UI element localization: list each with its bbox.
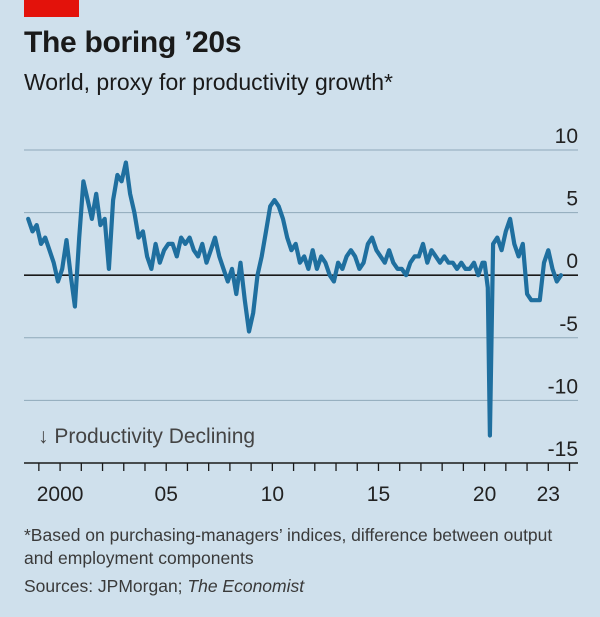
chart-subtitle: World, proxy for productivity growth*: [24, 69, 393, 95]
y-tick-label: -10: [548, 375, 578, 398]
chart-annotation: ↓ Productivity Declining: [38, 425, 255, 448]
y-tick-labels: 10 5 0 -5 -10 -15: [548, 125, 578, 461]
x-tick-label: 20: [473, 483, 496, 506]
x-tick-label: 05: [155, 483, 178, 506]
x-tick-label: 23: [537, 483, 560, 506]
x-tick-label: 10: [261, 483, 284, 506]
chart-title: The boring ’20s: [24, 26, 242, 59]
source-prefix: Sources: JPMorgan;: [24, 576, 188, 596]
y-tick-label: 5: [566, 188, 578, 211]
source-publication: The Economist: [187, 576, 305, 596]
y-tick-label: -15: [548, 438, 578, 461]
x-tick-label: 15: [367, 483, 390, 506]
series-line-productivity: [26, 160, 564, 438]
source-line: Sources: JPMorgan; The Economist: [24, 576, 304, 597]
x-tick-label: 2000: [37, 483, 84, 506]
y-tick-label: 0: [566, 250, 578, 273]
grid-lines: [24, 149, 578, 401]
footnote: *Based on purchasing-managers’ indices, …: [24, 525, 553, 568]
economist-red-tag: [24, 0, 79, 17]
series-group: [26, 160, 564, 438]
y-tick-label: 10: [555, 125, 578, 148]
x-axis: 2000 05 10 15 20 23: [24, 462, 578, 506]
y-tick-label: -5: [559, 313, 578, 336]
